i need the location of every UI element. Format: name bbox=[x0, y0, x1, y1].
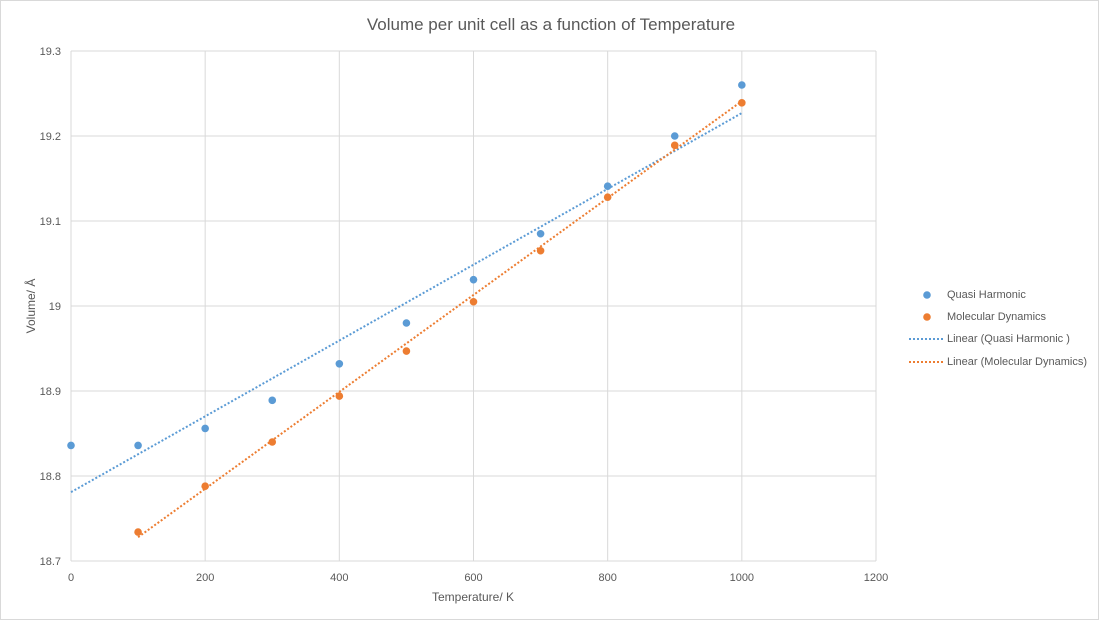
data-point bbox=[134, 441, 142, 450]
data-point bbox=[738, 99, 746, 107]
y-tick-label: 18.7 bbox=[40, 556, 61, 568]
y-tick-label: 19.1 bbox=[40, 216, 61, 228]
data-point bbox=[268, 396, 277, 405]
data-point bbox=[603, 193, 612, 201]
x-tick-label: 400 bbox=[330, 572, 348, 584]
legend-label: Quasi Harmonic bbox=[947, 289, 1026, 301]
legend-label: Molecular Dynamics bbox=[947, 311, 1047, 323]
data-point bbox=[603, 182, 612, 190]
data-point bbox=[134, 528, 142, 536]
legend-label: Linear (Quasi Harmonic ) bbox=[947, 333, 1070, 345]
trendline bbox=[70, 112, 743, 494]
data-point bbox=[738, 81, 746, 89]
data-point bbox=[536, 246, 545, 255]
x-tick-label: 200 bbox=[196, 572, 214, 584]
data-point bbox=[536, 229, 545, 238]
data-point bbox=[201, 482, 209, 491]
trendline bbox=[137, 100, 743, 539]
x-tick-label: 600 bbox=[464, 572, 482, 584]
data-point bbox=[402, 319, 411, 327]
y-tick-label: 18.8 bbox=[40, 471, 61, 483]
legend-label: Linear (Molecular Dynamics) bbox=[947, 356, 1087, 368]
data-point bbox=[670, 141, 679, 150]
x-tick-label: 1200 bbox=[864, 572, 888, 584]
data-point bbox=[402, 347, 411, 355]
x-axis-label: Temperature/ K bbox=[432, 590, 514, 604]
data-point bbox=[469, 297, 478, 306]
y-tick-label: 19.3 bbox=[40, 46, 61, 58]
y-tick-label: 19.2 bbox=[40, 131, 61, 143]
data-point bbox=[469, 275, 478, 284]
x-tick-label: 1000 bbox=[730, 572, 754, 584]
data-point bbox=[67, 441, 75, 450]
data-point bbox=[268, 438, 277, 446]
data-point bbox=[335, 392, 344, 400]
x-tick-label: 0 bbox=[68, 572, 74, 584]
data-point bbox=[670, 132, 679, 140]
x-tick-label: 800 bbox=[598, 572, 616, 584]
data-point bbox=[201, 424, 209, 433]
legend-marker bbox=[923, 313, 931, 321]
legend-marker bbox=[923, 291, 931, 299]
y-tick-label: 18.9 bbox=[40, 386, 61, 398]
chart-title: Volume per unit cell as a function of Te… bbox=[367, 15, 735, 34]
data-point bbox=[335, 360, 344, 368]
y-tick-label: 19 bbox=[49, 301, 61, 313]
y-axis-label: Volume/ Å bbox=[23, 279, 38, 334]
